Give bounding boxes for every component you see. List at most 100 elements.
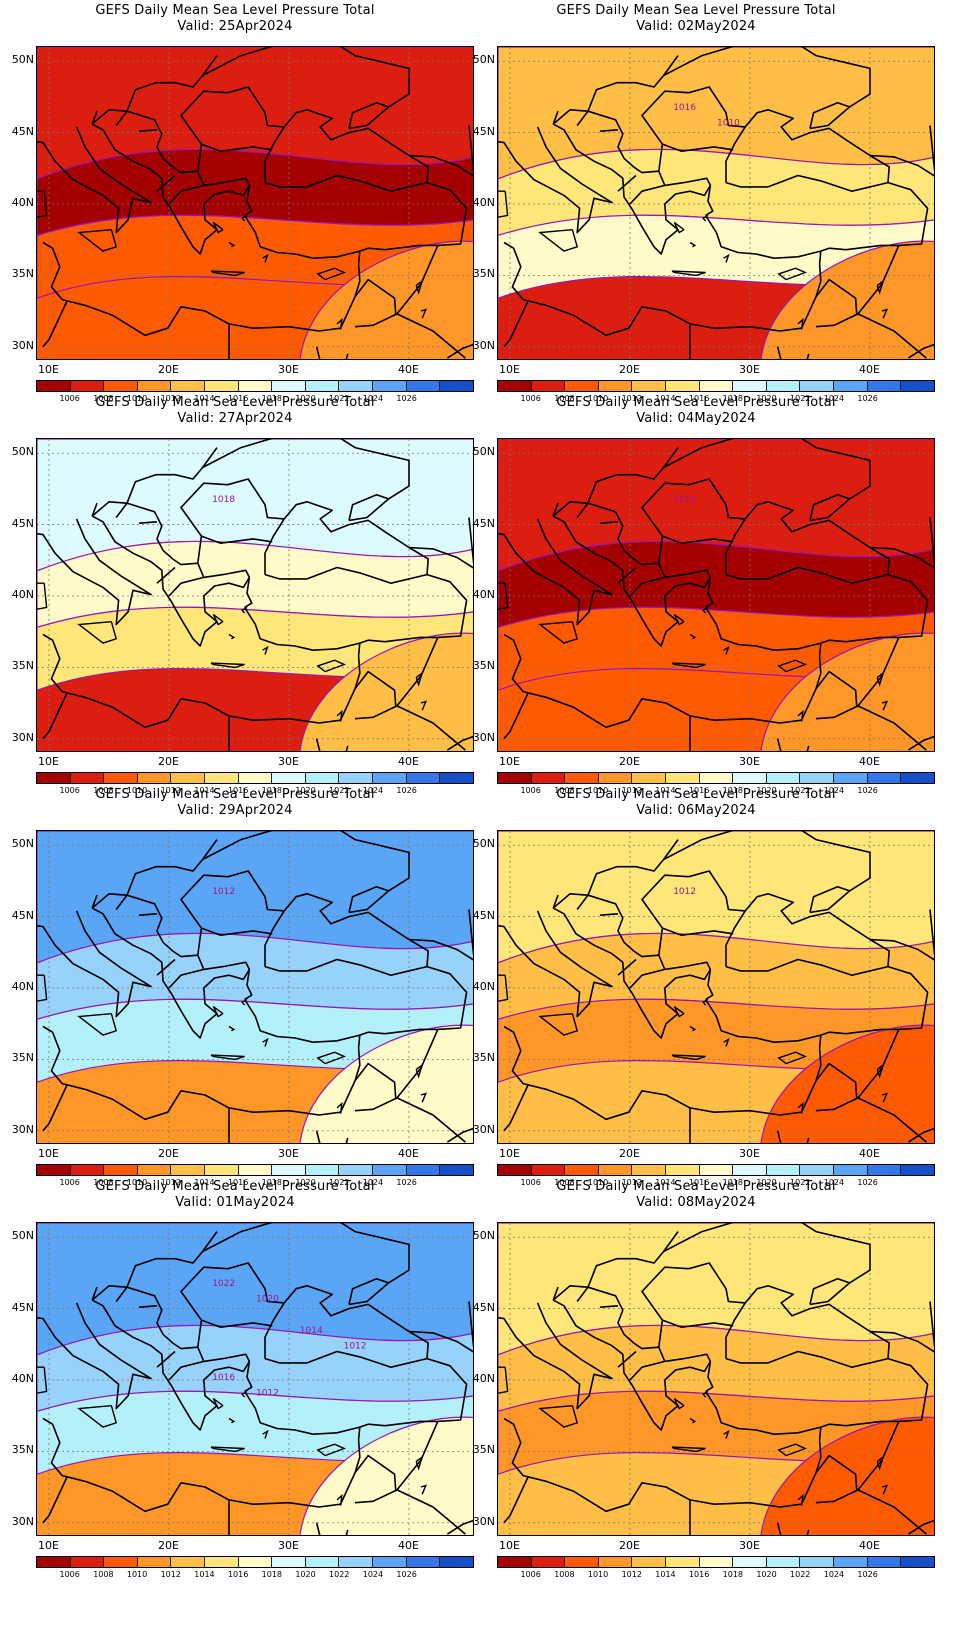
latitude-label: 45N <box>8 126 34 137</box>
colorbar-swatch <box>733 1165 767 1175</box>
latitude-label: 35N <box>8 1444 34 1455</box>
colorbar-swatch <box>901 381 934 391</box>
longitude-label: 40E <box>859 364 880 375</box>
longitude-label: 10E <box>38 1540 59 1551</box>
panel-title-text: GEFS Daily Mean Sea Level Pressure Total <box>461 1179 931 1195</box>
map-panel: GEFS Daily Mean Sea Level Pressure Total… <box>0 0 470 410</box>
colorbar-swatch <box>339 1165 373 1175</box>
colorbar-swatch <box>37 773 71 783</box>
colorbar-swatch <box>767 773 801 783</box>
longitude-label: 30E <box>278 1540 299 1551</box>
colorbar-swatch <box>171 1557 205 1567</box>
colorbar-swatch <box>700 381 734 391</box>
colorbar-swatch <box>632 1165 666 1175</box>
colorbar-swatch <box>339 1557 373 1567</box>
colorbar-swatch <box>599 1165 633 1175</box>
colorbar-swatch <box>666 1165 700 1175</box>
isobar-label: 1012 <box>212 887 235 897</box>
latitude-label: 35N <box>8 268 34 279</box>
colorbar-swatch <box>138 1557 172 1567</box>
colorbar-swatch <box>599 1557 633 1567</box>
colorbar-swatch <box>37 1557 71 1567</box>
isobar-label: 1010 <box>673 495 696 505</box>
longitude-label: 30E <box>278 1148 299 1159</box>
colorbar-swatch <box>205 773 239 783</box>
panel-title-text: GEFS Daily Mean Sea Level Pressure Total <box>0 3 470 19</box>
colorbar-label: 1016 <box>223 1570 253 1579</box>
latitude-label: 30N <box>8 1124 34 1135</box>
latitude-label: 45N <box>469 1302 495 1313</box>
colorbar-swatch <box>767 381 801 391</box>
colorbar-swatch <box>171 1165 205 1175</box>
latitude-label: 40N <box>469 1373 495 1384</box>
map-panel: GEFS Daily Mean Sea Level Pressure Total… <box>0 1176 470 1586</box>
colorbar-swatch <box>272 773 306 783</box>
isobar-label: 1010 <box>717 119 740 129</box>
colorbar-swatch <box>306 381 340 391</box>
colorbar-swatch <box>498 381 532 391</box>
latitude-label: 50N <box>8 838 34 849</box>
colorbar-swatch <box>306 1165 340 1175</box>
panel-title: GEFS Daily Mean Sea Level Pressure Total… <box>0 395 470 427</box>
colorbar-swatch <box>272 381 306 391</box>
longitude-label: 40E <box>398 364 419 375</box>
panel-title: GEFS Daily Mean Sea Level Pressure Total… <box>461 1179 931 1211</box>
longitude-label: 20E <box>158 1540 179 1551</box>
latitude-label: 35N <box>8 1052 34 1063</box>
latitude-label: 30N <box>469 340 495 351</box>
colorbar-swatch <box>498 1165 532 1175</box>
colorbar-label: 1008 <box>549 1570 579 1579</box>
longitude-label: 30E <box>739 1148 760 1159</box>
colorbar-swatch <box>800 381 834 391</box>
longitude-label: 40E <box>859 1540 880 1551</box>
colorbar-swatch <box>565 773 599 783</box>
map-panel: GEFS Daily Mean Sea Level Pressure Total… <box>461 392 931 802</box>
longitude-label: 30E <box>739 364 760 375</box>
colorbar-label: 1006 <box>516 1570 546 1579</box>
colorbar-swatch <box>272 1165 306 1175</box>
latitude-label: 30N <box>8 732 34 743</box>
panel-valid-date: Valid: 06May2024 <box>461 803 931 819</box>
colorbar-label: 1018 <box>718 1570 748 1579</box>
colorbar-label: 1024 <box>358 1570 388 1579</box>
colorbar-swatch <box>632 381 666 391</box>
longitude-label: 20E <box>158 1148 179 1159</box>
colorbar-swatch <box>599 381 633 391</box>
pressure-map: 1022 1020 1014 1012 1016 1012 <box>36 1222 474 1536</box>
latitude-label: 35N <box>469 1052 495 1063</box>
colorbar-swatch <box>239 1165 273 1175</box>
panel-title: GEFS Daily Mean Sea Level Pressure Total… <box>0 1179 470 1211</box>
longitude-label: 10E <box>499 756 520 767</box>
panel-valid-date: Valid: 04May2024 <box>461 411 931 427</box>
colorbar-swatch <box>632 773 666 783</box>
panel-title: GEFS Daily Mean Sea Level Pressure Total… <box>461 3 931 35</box>
colorbar-swatch <box>138 381 172 391</box>
colorbar-swatch <box>700 773 734 783</box>
colorbar-swatch <box>868 1557 902 1567</box>
colorbar <box>497 1556 935 1568</box>
latitude-label: 40N <box>8 589 34 600</box>
panel-title-text: GEFS Daily Mean Sea Level Pressure Total <box>461 395 931 411</box>
colorbar-swatch <box>666 1557 700 1567</box>
panel-title: GEFS Daily Mean Sea Level Pressure Total… <box>0 787 470 819</box>
isobar-label: 1012 <box>256 1389 279 1399</box>
colorbar-swatch <box>205 1165 239 1175</box>
latitude-label: 30N <box>8 1516 34 1527</box>
latitude-label: 45N <box>469 126 495 137</box>
isobar-label: 1014 <box>300 1326 323 1336</box>
longitude-label: 40E <box>859 1148 880 1159</box>
colorbar-swatch <box>834 773 868 783</box>
colorbar-swatch <box>373 773 407 783</box>
panel-title-text: GEFS Daily Mean Sea Level Pressure Total <box>461 787 931 803</box>
colorbar-swatch <box>373 381 407 391</box>
longitude-label: 20E <box>619 364 640 375</box>
colorbar-swatch <box>205 381 239 391</box>
latitude-label: 50N <box>469 446 495 457</box>
map-panel: GEFS Daily Mean Sea Level Pressure Total… <box>461 1176 931 1586</box>
colorbar-label: 1024 <box>819 1570 849 1579</box>
panel-valid-date: Valid: 02May2024 <box>461 19 931 35</box>
colorbar-swatch <box>733 1557 767 1567</box>
colorbar-swatch <box>565 1165 599 1175</box>
colorbar-swatch <box>71 773 105 783</box>
colorbar-swatch <box>632 1557 666 1567</box>
